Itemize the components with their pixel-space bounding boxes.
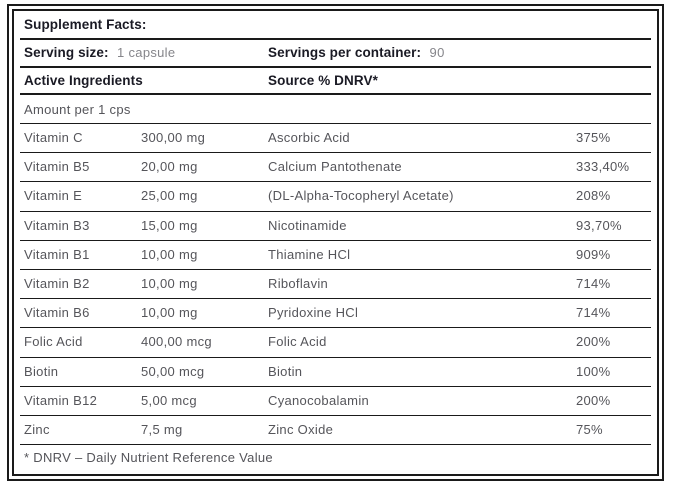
amount-per-label: Amount per 1 cps [24,101,131,117]
footnote-row: * DNRV – Daily Nutrient Reference Value [20,445,651,470]
ingredient-source: Riboflavin [268,276,329,292]
ingredient-source: Nicotinamide [268,217,347,233]
ingredient-name: Vitamin B3 [24,217,90,233]
ingredient-amount: 50,00 mcg [141,363,205,379]
table-row: Vitamin B1 10,00 mg Thiamine HCl 909% [20,241,651,270]
ingredient-amount: 10,00 mg [141,276,198,292]
ingredient-name: Vitamin E [24,188,83,204]
table-row: Vitamin B5 20,00 mg Calcium Pantothenate… [20,153,651,183]
amount-per-row: Amount per 1 cps [20,95,651,124]
ingredient-source: Pyridoxine HCl [268,305,359,321]
serving-row: Serving size: 1 capsule Servings per con… [20,40,651,68]
ingredient-amount: 10,00 mg [141,305,198,321]
ingredient-dnrv-percent: 200% [576,392,611,408]
ingredient-rows: Vitamin C 300,00 mg Ascorbic Acid 375% V… [20,124,651,446]
ingredient-amount: 400,00 mcg [141,334,212,350]
ingredient-dnrv-percent: 200% [576,334,611,350]
ingredient-dnrv-percent: 93,70% [576,217,622,233]
table-row: Vitamin E 25,00 mg (DL-Alpha-Tocopheryl … [20,182,651,212]
servings-per-container-value: 90 [429,45,445,60]
columns-header-row: Active Ingredients Source % DNRV* [20,68,651,95]
table-row: Vitamin B2 10,00 mg Riboflavin 714% [20,270,651,300]
ingredient-source: Biotin [268,363,303,379]
ingredient-name: Zinc [24,421,50,437]
ingredient-amount: 5,00 mcg [141,392,197,408]
ingredient-dnrv-percent: 714% [576,305,611,321]
ingredient-amount: 10,00 mg [141,246,198,262]
ingredient-source: Calcium Pantothenate [268,159,402,175]
serving-size-cell: Serving size: 1 capsule [20,44,264,62]
table-row: Zinc 7,5 mg Zinc Oxide 75% [20,416,651,446]
supplement-facts-title: Supplement Facts: [24,17,147,32]
ingredient-source: Thiamine HCl [268,246,351,262]
source-dnrv-header: Source % DNRV* [264,72,651,90]
ingredient-name: Vitamin C [24,130,83,146]
ingredient-name: Vitamin B5 [24,159,90,175]
serving-size-label: Serving size: [24,45,109,60]
source-dnrv-header-label: Source % DNRV* [268,72,378,88]
ingredient-source: Zinc Oxide [268,421,334,437]
ingredient-source: (DL-Alpha-Tocopheryl Acetate) [268,188,454,204]
ingredient-name: Biotin [24,363,59,379]
dnrv-footnote: * DNRV – Daily Nutrient Reference Value [24,450,273,466]
ingredient-name: Vitamin B2 [24,276,90,292]
table-row: Vitamin B6 10,00 mg Pyridoxine HCl 714% [20,299,651,329]
ingredient-dnrv-percent: 100% [576,363,611,379]
title-row: Supplement Facts: [20,11,651,40]
table-row: Vitamin C 300,00 mg Ascorbic Acid 375% [20,124,651,154]
serving-size-value: 1 capsule [117,45,176,60]
ingredient-dnrv-percent: 208% [576,188,611,204]
ingredient-source: Cyanocobalamin [268,392,370,408]
ingredient-dnrv-percent: 333,40% [576,159,630,175]
ingredient-dnrv-percent: 375% [576,130,611,146]
table-row: Biotin 50,00 mcg Biotin 100% [20,358,651,387]
ingredient-amount: 300,00 mg [141,130,206,146]
servings-per-container-label: Servings per container: [268,45,422,60]
ingredient-dnrv-percent: 75% [576,421,603,437]
ingredient-name: Vitamin B12 [24,392,98,408]
ingredient-name: Folic Acid [24,334,83,350]
table-row: Folic Acid 400,00 mcg Folic Acid 200% [20,328,651,358]
table-row: Vitamin B12 5,00 mcg Cyanocobalamin 200% [20,387,651,416]
ingredient-dnrv-percent: 909% [576,246,611,262]
ingredient-source: Folic Acid [268,334,327,350]
supplement-facts-table: Supplement Facts: Serving size: 1 capsul… [12,9,659,476]
servings-per-container-cell: Servings per container: 90 [264,44,651,62]
active-ingredients-header-label: Active Ingredients [24,72,143,88]
ingredient-dnrv-percent: 714% [576,276,611,292]
ingredient-amount: 15,00 mg [141,217,198,233]
ingredient-name: Vitamin B1 [24,246,90,262]
ingredient-amount: 7,5 mg [141,421,183,437]
ingredient-amount: 25,00 mg [141,188,198,204]
table-row: Vitamin B3 15,00 mg Nicotinamide 93,70% [20,212,651,241]
supplement-facts-outer-frame: Supplement Facts: Serving size: 1 capsul… [7,4,664,481]
ingredient-source: Ascorbic Acid [268,130,350,146]
active-ingredients-header: Active Ingredients [20,72,264,90]
ingredient-name: Vitamin B6 [24,305,90,321]
ingredient-amount: 20,00 mg [141,159,198,175]
